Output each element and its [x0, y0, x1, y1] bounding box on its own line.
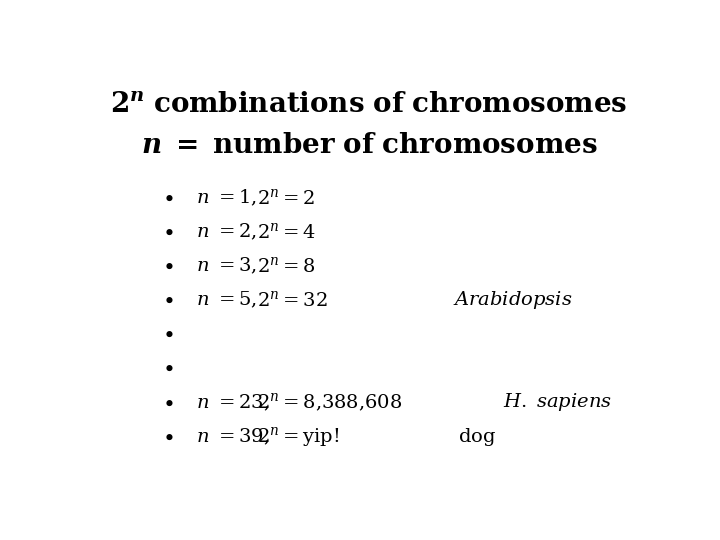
Text: $n\ =39,$: $n\ =39,$ [196, 427, 269, 447]
Text: $2^{n}=8{,}388{,}608$: $2^{n}=8{,}388{,}608$ [258, 392, 402, 414]
Text: $\mathit{Arabidopsis}$: $\mathit{Arabidopsis}$ [453, 289, 572, 311]
Text: $n\ =2,$: $n\ =2,$ [196, 222, 257, 242]
Text: $\bullet$: $\bullet$ [163, 393, 174, 413]
Text: $2^{n}=2$: $2^{n}=2$ [258, 188, 315, 208]
Text: $\bullet$: $\bullet$ [163, 290, 174, 310]
Text: $\mathrm{dog}$: $\mathrm{dog}$ [459, 426, 496, 448]
Text: $\boldsymbol{n}\ \mathbf{=\ number\ of\ chromosomes}$: $\boldsymbol{n}\ \mathbf{=\ number\ of\ … [140, 131, 598, 159]
Text: $n\ =23,$: $n\ =23,$ [196, 392, 269, 413]
Text: $2^{n}=32$: $2^{n}=32$ [258, 290, 328, 310]
Text: $\mathbf{2}^{\boldsymbol{n}}\ \mathbf{combinations\ of\ chromosomes}$: $\mathbf{2}^{\boldsymbol{n}}\ \mathbf{co… [110, 90, 628, 118]
Text: $2^{n}=8$: $2^{n}=8$ [258, 256, 316, 276]
Text: $\bullet$: $\bullet$ [163, 427, 174, 447]
Text: $n\ =5,$: $n\ =5,$ [196, 290, 257, 310]
Text: $\bullet$: $\bullet$ [163, 359, 174, 379]
Text: $n\ =1,$: $n\ =1,$ [196, 188, 257, 208]
Text: $\bullet$: $\bullet$ [163, 324, 174, 344]
Text: $\mathit{H.\ sapiens}$: $\mathit{H.\ sapiens}$ [503, 392, 612, 414]
Text: $2^{n}=4$: $2^{n}=4$ [258, 222, 316, 242]
Text: $n\ =3,$: $n\ =3,$ [196, 256, 257, 276]
Text: $\bullet$: $\bullet$ [163, 222, 174, 242]
Text: $2^{n}=\mathrm{yip!}$: $2^{n}=\mathrm{yip!}$ [258, 424, 340, 449]
Text: $\bullet$: $\bullet$ [163, 188, 174, 208]
Text: $\bullet$: $\bullet$ [163, 256, 174, 276]
